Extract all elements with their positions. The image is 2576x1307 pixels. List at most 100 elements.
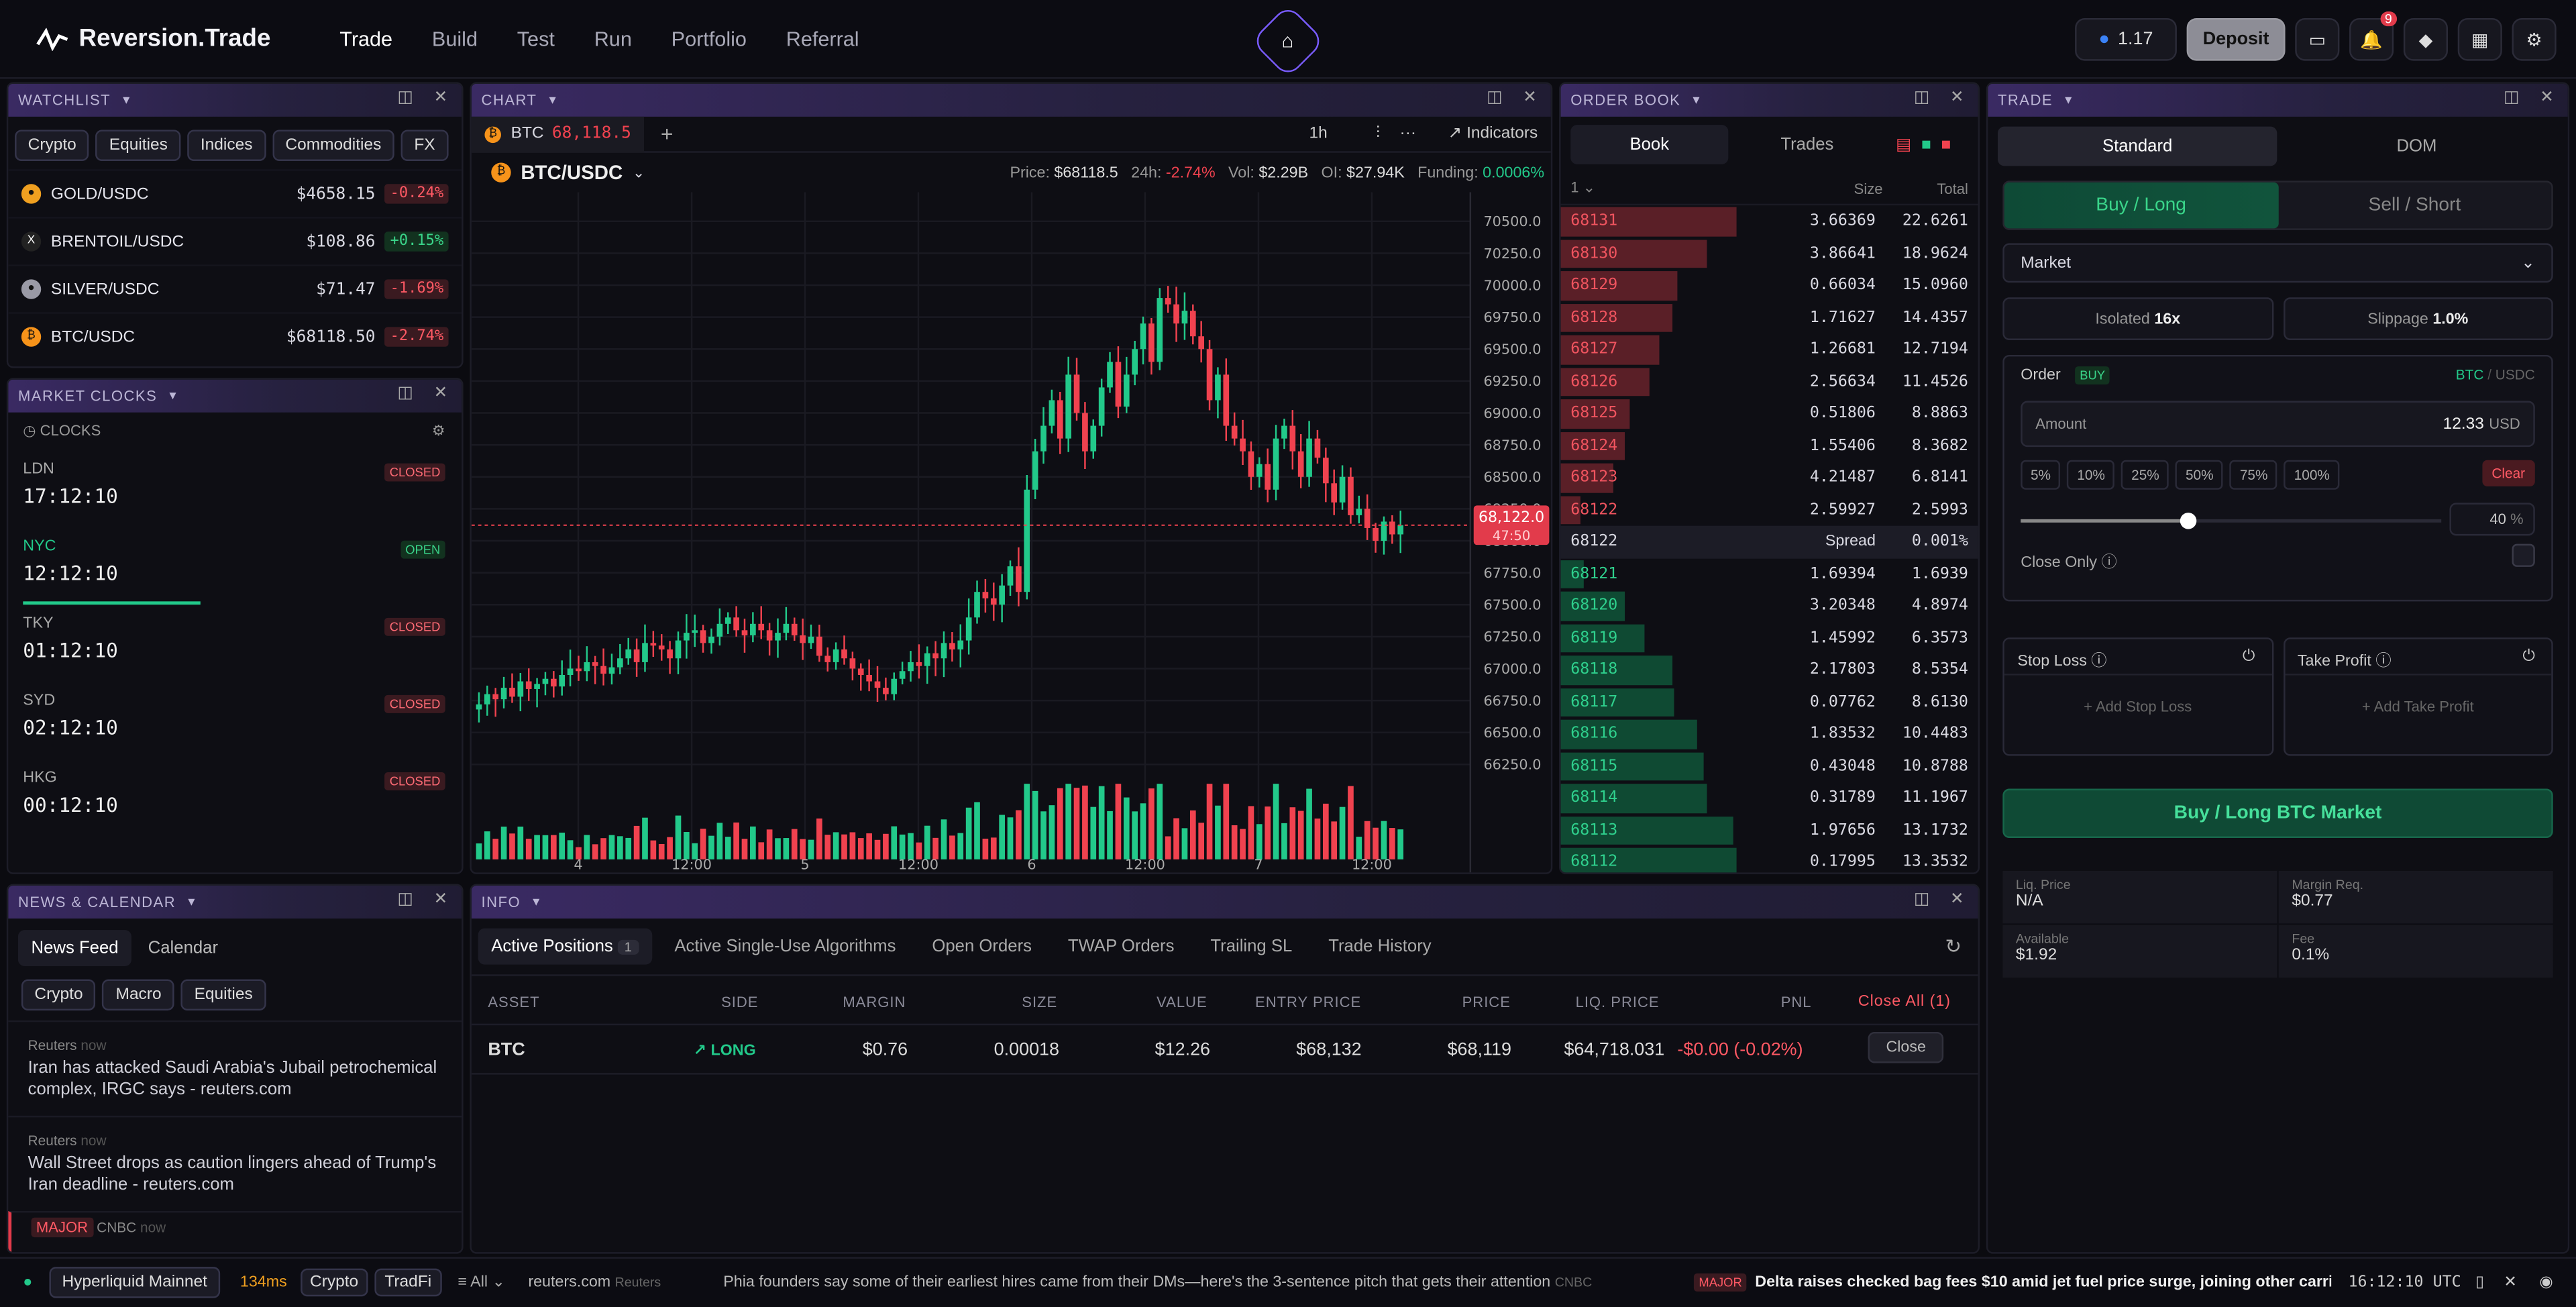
popout-icon[interactable]: ◫ (397, 384, 415, 403)
pair-selector[interactable]: BTC/USDC (521, 161, 623, 185)
pct-100[interactable]: 100% (2284, 460, 2340, 490)
ticker-headline[interactable]: Delta raises checked bag fees $10 amid j… (1755, 1273, 2333, 1292)
bid-row[interactable]: 68113 1.97656 13.1732 (1560, 814, 1978, 846)
submit-order-button[interactable]: Buy / Long BTC Market (2002, 788, 2553, 838)
popout-icon[interactable]: ◫ (1487, 89, 1503, 107)
pct-10[interactable]: 10% (2067, 460, 2115, 490)
tab-trailing-sl[interactable]: Trailing SL (1210, 936, 1293, 957)
popout-icon[interactable]: ◫ (1913, 89, 1931, 107)
tab-active-positions[interactable]: Active Positions 1 (478, 928, 652, 965)
news-item[interactable]: MAJOR CNBC now (8, 1210, 462, 1253)
filter-crypto[interactable]: Crypto (15, 129, 90, 162)
tab-open-orders[interactable]: Open Orders (932, 936, 1032, 957)
popout-icon[interactable]: ◫ (2504, 89, 2520, 107)
nav-portfolio[interactable]: Portfolio (671, 27, 747, 50)
candle-type-icon[interactable]: ⫶ (1376, 125, 1381, 144)
ticker-filter-tradfi[interactable]: TradFi (374, 1268, 441, 1297)
ask-row[interactable]: 68124 1.55406 8.3682 (1560, 429, 1978, 462)
chart-symbol-tab[interactable]: ₿ BTC 68,118.5 (471, 115, 645, 152)
news-filter-macro[interactable]: Macro (102, 979, 175, 1011)
gear-icon[interactable]: ⚙ (2512, 17, 2557, 61)
price-chart[interactable]: 70500.0 70250.0 70000.0 69750.0 69500.0 69250… (471, 192, 1551, 873)
view-both-icon[interactable]: ▤ (1896, 136, 1912, 154)
ask-row[interactable]: 68123 4.21487 6.8141 (1560, 462, 1978, 494)
ask-row[interactable]: 68128 1.71627 14.4357 (1560, 301, 1978, 333)
filter-equities[interactable]: Equities (96, 129, 181, 162)
pct-25[interactable]: 25% (2121, 460, 2169, 490)
close-position-button[interactable]: Close (1868, 1031, 1944, 1063)
network-selector[interactable]: Hyperliquid Mainnet (48, 1267, 221, 1298)
news-item[interactable]: Reuters now Iran has attacked Saudi Arabi… (8, 1020, 462, 1116)
amount-slider[interactable]: 40 % (2021, 503, 2535, 536)
tab-news-feed[interactable]: News Feed (17, 930, 132, 967)
bid-row[interactable]: 68117 0.07762 8.6130 (1560, 686, 1978, 718)
ask-row[interactable]: 68127 1.26681 12.7194 (1560, 333, 1978, 366)
settings-icon[interactable]: ⚙ (431, 422, 445, 439)
ask-row[interactable]: 68126 2.56634 11.4526 (1560, 366, 1978, 398)
watchlist-row[interactable]: X BRENTOIL/USDC $108.86 +0.15% (8, 217, 462, 264)
ticker-filter-all[interactable]: ≡ All ⌄ (458, 1273, 506, 1292)
buy-long-tab[interactable]: Buy / Long (2004, 182, 2278, 229)
indicators-button[interactable]: ↗ Indicators (1448, 125, 1538, 144)
pct-5[interactable]: 5% (2021, 460, 2061, 490)
bid-row[interactable]: 68114 0.31789 11.1967 (1560, 782, 1978, 815)
position-row[interactable]: BTC ↗ LONG $0.76 0.00018 $12.26 $68,132 … (471, 1025, 1978, 1075)
filter-indices[interactable]: Indices (187, 129, 266, 162)
tab-twap-orders[interactable]: TWAP Orders (1067, 936, 1175, 957)
bid-row[interactable]: 68112 0.17995 13.3532 (1560, 846, 1978, 873)
filter-commodities[interactable]: Commodities (272, 129, 394, 162)
wallet-icon[interactable]: ▭ (2295, 17, 2340, 61)
power-icon[interactable]: ⏻ (2242, 647, 2255, 666)
close-icon[interactable]: ✕ (2540, 89, 2555, 107)
bid-row[interactable]: 68118 2.17803 8.5354 (1560, 654, 1978, 686)
nav-trade[interactable]: Trade (339, 27, 393, 50)
add-tab-icon[interactable]: + (660, 121, 674, 146)
x-icon[interactable]: ✕ (2504, 1273, 2517, 1292)
close-icon[interactable]: ✕ (1950, 89, 1966, 107)
ask-row[interactable]: 68130 3.86641 18.9624 (1560, 238, 1978, 270)
pct-50[interactable]: 50% (2176, 460, 2224, 490)
ticker-filter-crypto[interactable]: Crypto (300, 1268, 368, 1297)
popout-icon[interactable]: ◫ (397, 89, 415, 107)
tab-standard[interactable]: Standard (1997, 126, 2277, 166)
sell-short-tab[interactable]: Sell / Short (2368, 195, 2461, 215)
slider-value-input[interactable]: 40 % (2449, 503, 2535, 536)
refresh-icon[interactable]: ↻ (1945, 935, 1962, 958)
news-filter-equities[interactable]: Equities (181, 979, 266, 1011)
view-bids-icon[interactable]: ■ (1921, 136, 1931, 154)
learn-icon[interactable]: ◆ (2403, 17, 2449, 61)
ticker-headline[interactable]: Phia founders say some of their earliest… (723, 1273, 1551, 1292)
filter-fx[interactable]: FX (400, 129, 449, 162)
app-logo[interactable]: Reversion.Trade (36, 25, 271, 52)
bid-row[interactable]: 68115 0.43048 10.8788 (1560, 750, 1978, 782)
tab-algorithms[interactable]: Active Single-Use Algorithms (674, 936, 896, 957)
order-type-select[interactable]: Market ⌄ (2002, 243, 2553, 283)
chevron-down-icon[interactable]: ⌄ (632, 163, 645, 180)
bid-row[interactable]: 68119 1.45992 6.3573 (1560, 622, 1978, 654)
close-icon[interactable]: ✕ (1523, 89, 1538, 107)
slider-handle[interactable] (2180, 513, 2198, 529)
center-brand-icon[interactable]: ⌂ (1250, 3, 1326, 79)
slippage-button[interactable]: Slippage 1.0% (2282, 297, 2553, 340)
layout-grid-icon[interactable]: ▦ (2457, 17, 2502, 61)
ask-row[interactable]: 68122 2.59927 2.5993 (1560, 494, 1978, 526)
close-only-checkbox[interactable] (2512, 543, 2535, 567)
bid-row[interactable]: 68121 1.69394 1.6939 (1560, 558, 1978, 590)
more-icon[interactable]: ··· (1399, 125, 1417, 144)
tab-trade-history[interactable]: Trade History (1328, 936, 1432, 957)
nav-test[interactable]: Test (517, 27, 555, 50)
clear-button[interactable]: Clear (2481, 460, 2535, 486)
nav-run[interactable]: Run (594, 27, 632, 50)
tab-dom[interactable]: DOM (2396, 136, 2437, 156)
balance-button[interactable]: ● 1.17 (2075, 17, 2177, 61)
close-icon[interactable]: ✕ (1950, 890, 1966, 909)
watchlist-row[interactable]: ● GOLD/USDC $4658.15 -0.24% (8, 169, 462, 217)
watchlist-row[interactable]: ₿ BTC/USDC $68118.50 -2.74% (8, 312, 462, 360)
add-take-profit-button[interactable]: + Add Take Profit (2361, 698, 2474, 715)
ask-row[interactable]: 68131 3.66369 22.6261 (1560, 205, 1978, 238)
interval-selector[interactable]: 1h (1309, 125, 1328, 144)
tab-trades[interactable]: Trades (1780, 134, 1834, 155)
popout-icon[interactable]: ◫ (397, 890, 415, 909)
close-icon[interactable]: ✕ (433, 384, 449, 403)
power-icon[interactable]: ⏻ (2522, 647, 2535, 666)
